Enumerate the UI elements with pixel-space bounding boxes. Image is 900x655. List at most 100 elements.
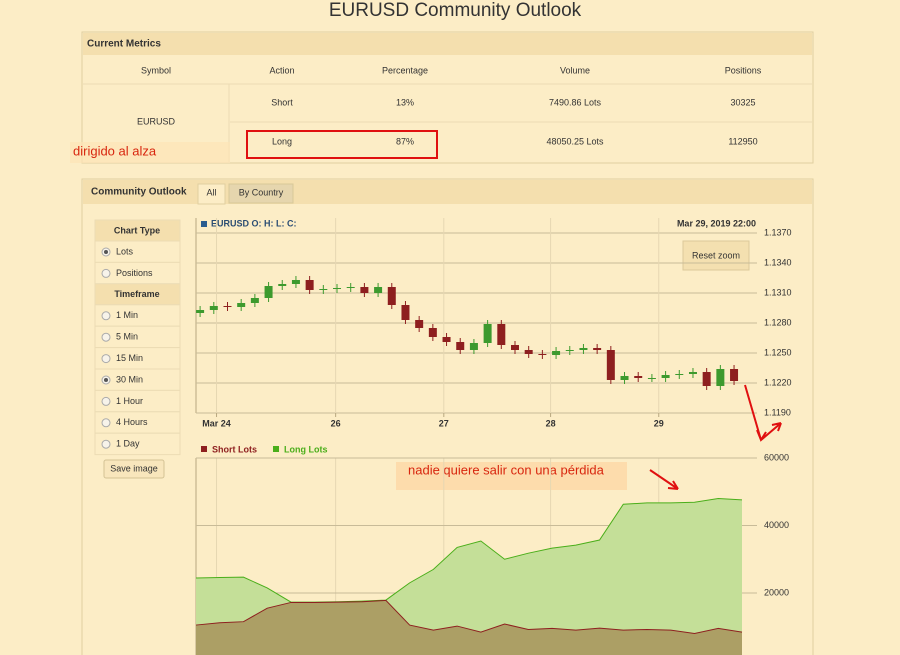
candle-body — [250, 298, 259, 303]
candle-body — [264, 286, 273, 298]
candle-body — [291, 280, 300, 284]
arrow — [649, 469, 679, 490]
cell: 87% — [396, 136, 414, 146]
y-tick-label: 1.1190 — [764, 407, 791, 417]
annotation-bg — [70, 142, 230, 163]
candle-body — [360, 287, 369, 293]
candle-body — [237, 303, 246, 307]
save-label[interactable]: Save image — [110, 463, 158, 473]
column-header: Percentage — [382, 65, 428, 75]
page-title: EURUSD Community Outlook — [329, 0, 582, 21]
cell: 112950 — [728, 136, 757, 146]
column-header: Positions — [725, 65, 762, 75]
metrics-heading: Current Metrics — [87, 39, 161, 50]
cell: Long — [272, 136, 292, 146]
highlight-box — [246, 130, 438, 159]
x-tick-label: 28 — [546, 418, 556, 428]
candle-body — [278, 284, 287, 286]
reset-zoom-label[interactable]: Reset zoom — [692, 250, 740, 260]
candle-body — [401, 305, 410, 320]
cell: 30325 — [730, 97, 755, 107]
radio[interactable] — [101, 439, 111, 449]
radio[interactable] — [101, 311, 111, 321]
cell: 7490.86 Lots — [549, 97, 602, 107]
radio-dot — [104, 250, 108, 254]
y-tick-label: 40000 — [764, 520, 789, 530]
annotation: dirigido al alza — [73, 143, 157, 158]
radio-dot — [104, 378, 108, 382]
candle-body — [552, 351, 561, 355]
option-label[interactable]: 1 Min — [116, 310, 138, 320]
option-label[interactable]: 30 Min — [116, 374, 143, 384]
option-label[interactable]: 1 Day — [116, 439, 140, 449]
option-label[interactable]: Lots — [116, 246, 134, 256]
option-label[interactable]: 15 Min — [116, 353, 143, 363]
area-line — [195, 497, 743, 603]
candle-body — [688, 372, 697, 374]
legend-label: Short Lots — [212, 444, 257, 454]
candle-body — [538, 354, 547, 355]
save-button[interactable] — [103, 459, 165, 479]
y-tick-label: 1.1250 — [764, 347, 792, 357]
candle-body — [442, 337, 451, 342]
x-tick-label: 26 — [331, 418, 341, 428]
candle-body — [456, 342, 465, 350]
option-row[interactable] — [94, 432, 181, 456]
candle-body — [196, 310, 205, 313]
candle-body — [374, 287, 383, 293]
cell: Short — [271, 97, 293, 107]
candle-body — [428, 328, 437, 337]
area-line — [195, 599, 743, 635]
option-label[interactable]: 4 Hours — [116, 417, 148, 427]
y-tick-label: 1.1280 — [764, 317, 792, 327]
candle-body — [209, 306, 218, 310]
legend-swatch — [273, 446, 279, 452]
column-header: Symbol — [141, 65, 171, 75]
metrics-header — [83, 33, 812, 55]
y-tick-label: 60000 — [764, 452, 789, 462]
legend-label: Long Lots — [284, 444, 328, 454]
candle-body — [524, 350, 533, 354]
option-label[interactable]: 5 Min — [116, 332, 138, 342]
annotation-bg — [396, 462, 627, 490]
y-tick-label: 20000 — [764, 587, 789, 597]
x-tick-label: Mar 24 — [202, 418, 231, 428]
candle-body — [675, 374, 684, 375]
candle-body — [565, 350, 574, 351]
option-label[interactable]: Positions — [116, 268, 153, 278]
y-tick-label: 1.1340 — [764, 257, 792, 267]
y-tick-label: 1.1220 — [764, 377, 792, 387]
candle-body — [305, 280, 314, 290]
annotation: nadie quiere salir con una pérdida — [408, 462, 605, 477]
area — [196, 600, 742, 655]
candle-body — [702, 372, 711, 386]
tab[interactable] — [228, 183, 294, 204]
option-label[interactable]: 1 Hour — [116, 396, 143, 406]
symbol: EURUSD — [137, 116, 176, 126]
candle-body — [387, 287, 396, 305]
candle-body — [319, 289, 328, 290]
candle-body — [647, 378, 656, 379]
x-tick-label: 29 — [654, 418, 664, 428]
candle-body — [661, 375, 670, 378]
radio[interactable] — [101, 268, 111, 278]
sidebar-heading: Chart Type — [114, 225, 160, 235]
chart-title: EURUSD O: H: L: C: — [211, 218, 297, 228]
radio[interactable] — [101, 354, 111, 364]
tab-label[interactable]: By Country — [239, 187, 284, 197]
reset-zoom[interactable] — [682, 240, 750, 271]
y-tick-label: 1.1370 — [764, 227, 792, 237]
candle-body — [593, 348, 602, 350]
tab-label[interactable]: All — [206, 187, 216, 197]
radio[interactable] — [101, 332, 111, 342]
radio[interactable] — [101, 418, 111, 428]
candle-body — [579, 348, 588, 350]
radio[interactable] — [101, 396, 111, 406]
cell: 48050.25 Lots — [546, 136, 604, 146]
tab[interactable] — [197, 183, 226, 205]
arrow — [744, 384, 782, 442]
legend-swatch — [201, 446, 207, 452]
candle-body — [730, 369, 739, 381]
